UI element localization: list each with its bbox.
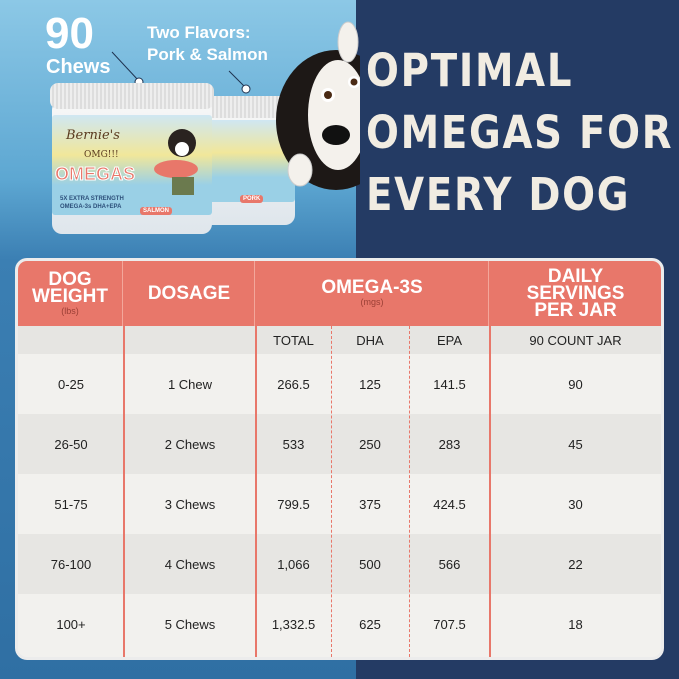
table-row: 100+ 5 Chews 1,332.5 625 707.5 18 <box>18 594 661 654</box>
header-omega-unit: (mgs) <box>360 297 384 307</box>
cell-weight: 0-25 <box>57 376 85 392</box>
cell-dha: 125 <box>359 376 381 392</box>
header-servings-label: DAILY SERVINGS PER JAR <box>526 266 625 321</box>
flavors-line-2: Pork & Salmon <box>147 45 268 64</box>
peeking-dog-illustration <box>276 21 360 190</box>
cell-total: 266.5 <box>277 376 310 392</box>
cell-dosage: 3 Chews <box>164 496 216 512</box>
table-row: 76-100 4 Chews 1,066 500 566 22 <box>18 534 661 594</box>
table-header <box>18 261 661 326</box>
header-servings: DAILY SERVINGS PER JAR <box>490 261 661 326</box>
cell-total: 1,332.5 <box>271 616 316 632</box>
cell-epa: 566 <box>438 556 461 572</box>
cell-dha: 625 <box>359 616 381 632</box>
cell-servings: 90 <box>568 376 583 392</box>
cell-epa: 707.5 <box>433 616 466 632</box>
cell-weight: 76-100 <box>50 556 92 572</box>
column-divider <box>489 261 491 657</box>
header-weight-unit: (lbs) <box>61 305 79 316</box>
dog-with-fish-illustration <box>154 129 198 195</box>
column-divider <box>123 261 125 657</box>
cell-servings: 45 <box>568 436 583 452</box>
cell-total: 1,066 <box>277 556 310 572</box>
sub-brand: OMG!!! <box>84 150 119 160</box>
brand-name: Bernie's <box>66 128 120 143</box>
headline-line-1: OPTIMAL <box>366 44 574 97</box>
chew-count: 90 <box>45 9 94 58</box>
cell-dosage: 4 Chews <box>164 556 216 572</box>
subheader-total: TOTAL <box>256 326 331 354</box>
cell-dosage: 2 Chews <box>164 436 216 452</box>
cell-servings: 18 <box>568 616 583 632</box>
table-row: 26-50 2 Chews 533 250 283 45 <box>18 414 661 474</box>
cell-epa: 141.5 <box>433 376 466 392</box>
cell-dha: 250 <box>359 436 381 452</box>
header-omega-label: OMEGA-3S <box>321 277 423 298</box>
cell-dosage: 1 Chew <box>167 376 213 392</box>
header-dosage-label: DOSAGE <box>147 283 231 304</box>
cell-dosage: 5 Chews <box>164 616 216 632</box>
table-row: 51-75 3 Chews 799.5 375 424.5 30 <box>18 474 661 534</box>
flavors-line-1: Two Flavors: <box>147 23 251 42</box>
header-dosage: DOSAGE <box>124 261 256 326</box>
header-dog-weight-label: DOG WEIGHT <box>32 268 108 307</box>
flavor-badge-pork: PORK <box>240 195 264 203</box>
cell-total: 799.5 <box>277 496 310 512</box>
tagline-1: 5X EXTRA STRENGTH <box>60 196 124 202</box>
cell-weight: 26-50 <box>54 436 88 452</box>
column-divider <box>255 261 257 657</box>
cell-servings: 22 <box>568 556 583 572</box>
dosage-table: DOG WEIGHT (lbs) DOSAGE OMEGA-3S (mgs) D… <box>15 258 664 660</box>
headline: OPTIMAL OMEGAS FOR EVERY DOG <box>366 40 676 226</box>
subheader-blank-2 <box>124 326 256 354</box>
flavors-callout: Two Flavors: Pork & Salmon <box>147 22 268 66</box>
cell-epa: 283 <box>438 436 461 452</box>
cell-total: 533 <box>282 436 305 452</box>
flavor-badge-salmon: SALMON <box>140 207 172 215</box>
dashed-divider <box>409 326 410 657</box>
headline-line-3: EVERY DOG <box>366 168 631 221</box>
tagline-2: OMEGA-3s DHA+EPA <box>60 204 122 210</box>
header-dog-weight: DOG WEIGHT (lbs) <box>18 261 124 326</box>
chew-count-label: Chews <box>46 56 111 78</box>
subheader-blank-1 <box>18 326 124 354</box>
headline-line-2: OMEGAS FOR <box>366 106 674 159</box>
cell-servings: 30 <box>568 496 583 512</box>
header-omega: OMEGA-3S (mgs) <box>256 261 490 326</box>
cell-weight: 51-75 <box>54 496 88 512</box>
cell-dha: 500 <box>359 556 381 572</box>
subheader-dha: DHA <box>331 326 409 354</box>
dashed-divider <box>331 326 332 657</box>
cell-weight: 100+ <box>56 616 86 632</box>
cell-epa: 424.5 <box>433 496 466 512</box>
table-row: 0-25 1 Chew 266.5 125 141.5 90 <box>18 354 661 414</box>
cell-dha: 375 <box>359 496 381 512</box>
subheader-jar: 90 COUNT JAR <box>490 326 661 354</box>
product-name: OMEGAS <box>54 164 136 185</box>
subheader-epa: EPA <box>409 326 490 354</box>
